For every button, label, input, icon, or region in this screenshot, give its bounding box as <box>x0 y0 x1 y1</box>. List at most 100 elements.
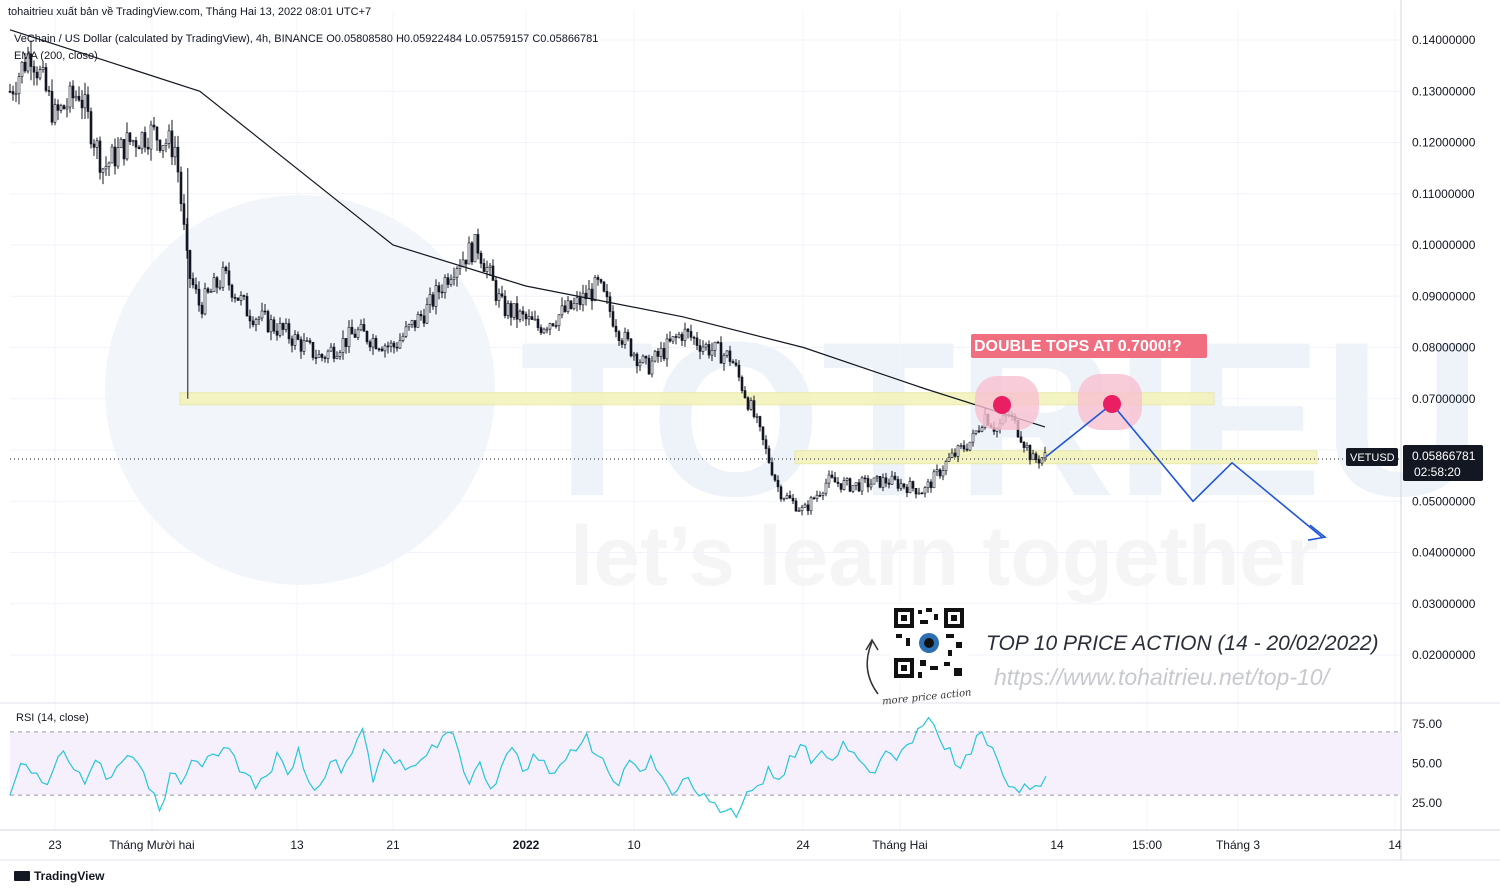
candle-body <box>14 93 18 96</box>
candle-body <box>806 504 810 512</box>
rsi-legend[interactable]: RSI (14, close) <box>16 712 89 724</box>
candle-body <box>1031 453 1035 461</box>
candle-body <box>11 91 15 95</box>
tradingview-brand[interactable]: TradingView <box>14 869 104 883</box>
candle-body <box>383 345 387 352</box>
candle-body <box>617 331 621 341</box>
candle-body <box>803 504 807 508</box>
candle-body <box>320 354 324 358</box>
candle-body <box>77 95 81 101</box>
candle-body <box>935 469 939 473</box>
ema-legend[interactable]: EMA (200, close) <box>14 50 98 62</box>
candle-body <box>398 340 402 349</box>
price-tick: 0.03000000 <box>1412 597 1476 611</box>
price-tick: 0.07000000 <box>1412 392 1476 406</box>
candle-body <box>947 457 951 462</box>
candle-body <box>416 313 420 328</box>
candle-body <box>614 325 618 332</box>
price-tick: 0.04000000 <box>1412 546 1476 560</box>
candle-body <box>728 350 732 362</box>
candle-body <box>860 477 864 492</box>
candle-body <box>377 348 381 351</box>
candle-body <box>443 277 447 293</box>
candle-body <box>158 139 162 151</box>
candle-body <box>497 293 501 301</box>
price-tick: 0.10000000 <box>1412 238 1476 252</box>
price-badge-value: 0.05866781 <box>1412 449 1476 463</box>
candle-body <box>965 448 969 451</box>
candle-body <box>257 317 261 320</box>
candle-body <box>575 297 579 304</box>
candle-body <box>41 67 45 70</box>
candle-body <box>269 319 273 333</box>
support-zones[interactable] <box>179 392 1318 465</box>
candle-body <box>152 124 156 128</box>
price-tick: 0.12000000 <box>1412 136 1476 150</box>
candle-body <box>437 285 441 293</box>
candle-body <box>815 494 819 499</box>
candle-body <box>365 331 369 343</box>
candle-body <box>515 303 519 320</box>
candle-body <box>833 477 837 483</box>
projection-line <box>1045 402 1323 538</box>
candle-body <box>956 445 960 457</box>
candle-body <box>308 340 312 343</box>
candle-body <box>338 352 342 357</box>
candle-body <box>845 478 849 481</box>
price-tick: 0.02000000 <box>1412 648 1476 662</box>
candle-body <box>929 481 933 489</box>
double-tops-label-bg <box>971 334 1207 358</box>
candle-body <box>65 106 69 110</box>
candle-body <box>458 266 462 269</box>
symbol-legend[interactable]: VeChain / US Dollar (calculated by Tradi… <box>14 33 599 45</box>
candle-body <box>710 349 714 356</box>
candle-body <box>341 338 345 353</box>
symbol-badge <box>1346 448 1398 466</box>
candle-body <box>689 331 693 338</box>
candle-body <box>923 487 927 494</box>
candle-body <box>74 95 78 99</box>
candle-body <box>230 284 234 298</box>
candle-body <box>491 265 495 281</box>
candle-body <box>854 482 858 486</box>
candle-body <box>686 328 690 332</box>
time-tick: Tháng Mười hai <box>109 838 194 852</box>
time-tick: Tháng 3 <box>1216 838 1260 852</box>
promo-url[interactable]: https://www.tohaitrieu.net/top-10/ <box>994 664 1329 690</box>
candle-body <box>677 334 681 338</box>
top-marker-2 <box>1103 395 1121 413</box>
candle-body <box>671 336 675 342</box>
candle-body <box>731 361 735 364</box>
candle-body <box>101 168 105 173</box>
candle-body <box>182 203 186 225</box>
last-price-tag[interactable]: VETUSD 0.05866781 02:58:20 <box>10 445 1483 481</box>
candle-body <box>164 142 168 146</box>
qr-code[interactable] <box>890 604 968 682</box>
candle-body <box>290 338 294 346</box>
candle-body <box>425 304 429 324</box>
candle-body <box>776 479 780 488</box>
candle-body <box>779 486 783 500</box>
candle-body <box>533 318 537 321</box>
candle-body <box>452 276 456 280</box>
candle-body <box>401 335 405 341</box>
candle-body <box>941 470 945 477</box>
candle-body <box>605 291 609 298</box>
time-axis[interactable]: 23 Tháng Mười hai 13 21 2022 10 24 Tháng Hai 14 1… <box>48 838 1402 852</box>
candle-body <box>80 99 84 109</box>
candle-body <box>668 338 672 342</box>
candle-body <box>449 279 453 285</box>
candle-body <box>578 297 582 306</box>
candle-body <box>539 327 543 334</box>
candle-body <box>470 242 474 263</box>
candle-body <box>827 474 831 484</box>
candle-body <box>371 338 375 348</box>
candle-body <box>113 146 117 167</box>
price-tick: 0.05000000 <box>1412 494 1476 508</box>
projection-path[interactable] <box>1045 402 1327 541</box>
candle-body <box>593 277 597 302</box>
price-badge <box>1403 445 1483 481</box>
candle-body <box>641 355 645 363</box>
qr-arrow-head <box>865 638 879 651</box>
